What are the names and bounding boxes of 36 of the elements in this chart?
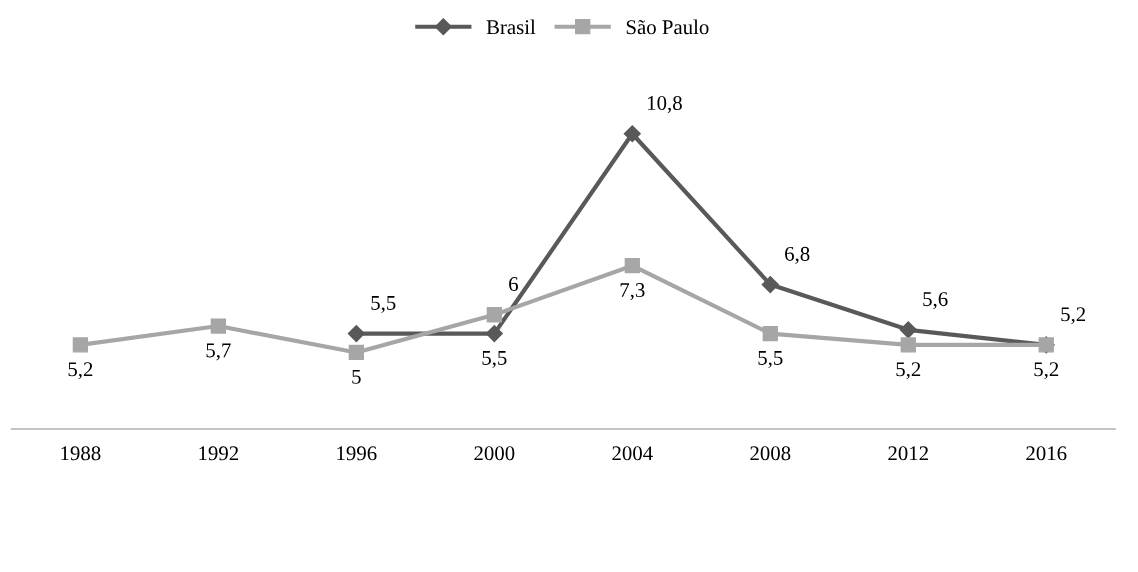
data-label: 5,5: [371, 296, 396, 313]
point: [210, 318, 226, 334]
x-tick-label: 2004: [612, 446, 653, 461]
data-label: 5,2: [1061, 307, 1086, 325]
data-label: 5,5: [758, 351, 783, 368]
point: [899, 321, 917, 339]
point: [485, 325, 503, 343]
data-label: 5,2: [68, 362, 93, 380]
x-tick-label: 2016: [1026, 446, 1067, 461]
x-tick-label: 1996: [337, 446, 377, 461]
data-label: 5,7: [206, 343, 231, 361]
x-tick-label: 2012: [888, 446, 928, 461]
x-tick-label: 2008: [750, 446, 791, 461]
data-label: 6: [509, 277, 518, 292]
point: [900, 337, 916, 353]
point: [762, 325, 778, 342]
legend-label: São Paulo: [626, 19, 709, 35]
point: [347, 325, 365, 343]
x-tick-label: 1992: [199, 446, 239, 461]
data-label: 5: [352, 369, 361, 384]
data-label: 6,8: [785, 246, 810, 264]
data-label: 10,8: [648, 96, 682, 114]
data-label: 5,6: [923, 292, 948, 310]
data-label: 7,3: [620, 283, 645, 301]
point: [72, 337, 89, 353]
point: [348, 344, 364, 361]
point: [761, 276, 779, 294]
x-tick-label: 2000: [474, 446, 515, 461]
data-label: 5,2: [1034, 362, 1059, 380]
point: [486, 307, 502, 323]
point: [624, 258, 640, 274]
data-label: 5,5: [482, 351, 507, 368]
data-label: 5,2: [896, 362, 921, 380]
x-tick-label: 1988: [61, 446, 101, 461]
point: [623, 125, 641, 143]
legend-label: Brasil: [486, 19, 536, 35]
